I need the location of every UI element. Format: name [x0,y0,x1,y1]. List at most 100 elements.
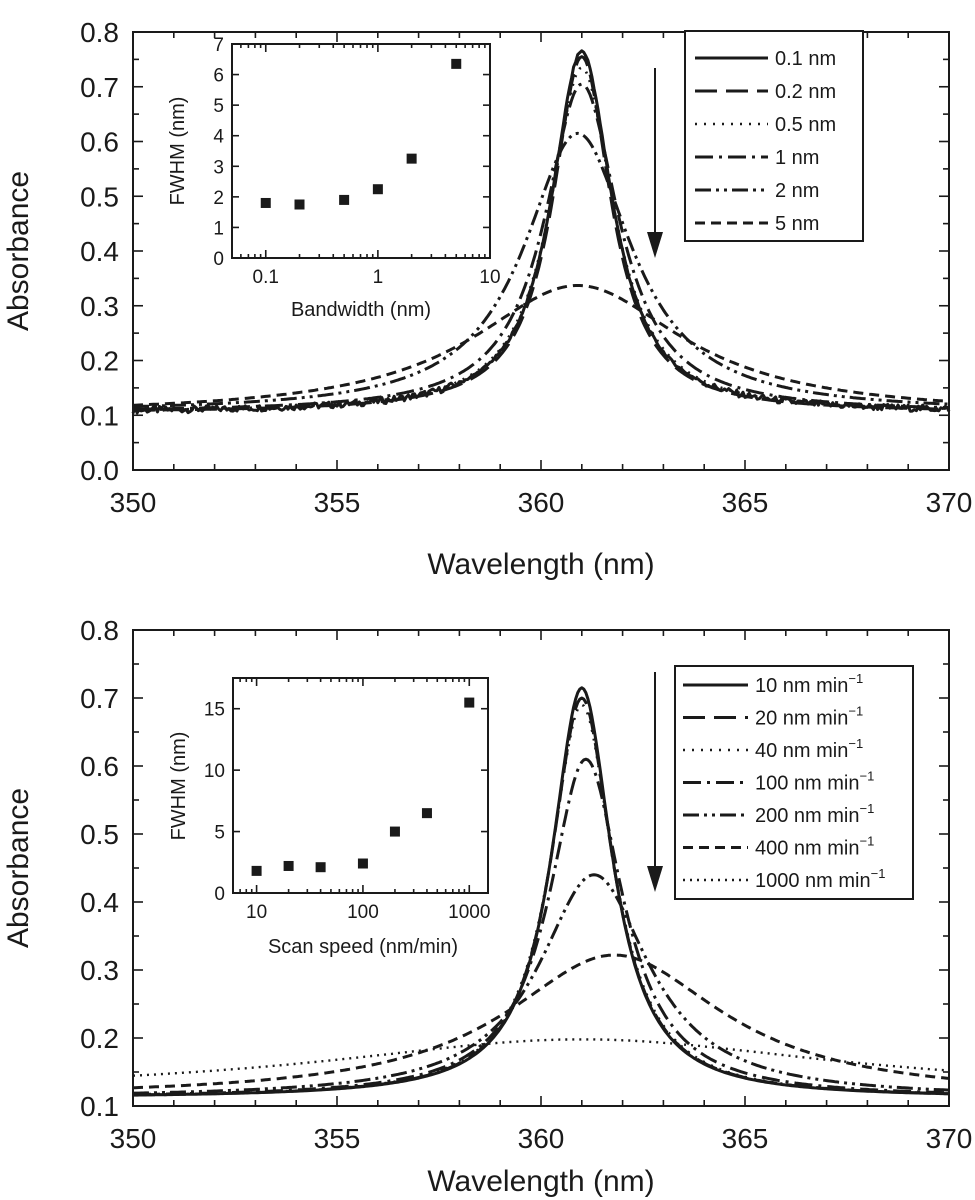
bottom-y-axis-title: Absorbance [2,788,35,948]
bottom-legend-superscript: −1 [871,866,886,881]
bottom-legend-superscript: −1 [848,736,863,751]
bottom-y-tick-label: 0.7 [80,683,119,714]
bottom-inset-ticks: 10 100 1000 0 5 10 15 [204,678,490,923]
top-y-tick-label: 0.1 [80,400,119,431]
top-y-tick-label: 0.7 [80,72,119,103]
bottom-inset-points [251,697,475,876]
bottom-legend-superscript: −1 [860,801,875,816]
bottom-inset-point [283,860,294,871]
bottom-series-7-line [132,1038,950,1077]
bottom-curves [132,686,950,1097]
top-inset-x-tick-label: 10 [479,267,500,288]
top-inset-y-tick-label: 5 [213,96,224,117]
bottom-legend-label-6: 400 nm min−1 [755,834,874,860]
top-inset-y-tick-label: 4 [213,127,224,148]
bottom-axis-ticks: 350 355 360 365 370 0.1 0.2 0.3 0.4 0.5 0.6 0.7 0.8 [80,615,972,1154]
top-inset-y-tick-label: 2 [213,188,224,209]
bottom-legend-label-1: 10 nm min−1 [755,671,863,697]
bottom-legend-label-5: 200 nm min−1 [755,801,874,827]
top-inset-ticks: 0.1 1 10 0 1 2 3 4 5 6 7 [213,35,500,288]
bottom-x-axis-title: Wavelength (nm) [427,1165,654,1198]
bottom-inset-point [464,697,475,708]
top-y-tick-label: 0.8 [80,17,119,48]
bottom-inset-y-tick-label: 10 [204,761,225,782]
bottom-x-tick-label: 365 [722,1123,769,1154]
top-legend-label-5: 2 nm [775,180,819,202]
bottom-legend-superscript: −1 [860,769,875,784]
top-legend-label-3: 0.5 nm [775,114,836,136]
top-inset-y-tick-label: 7 [213,35,224,56]
bottom-legend-box [674,665,914,900]
bottom-inset-y-tick-label: 5 [214,823,225,844]
bottom-legend: 10 nm min−1 20 nm min−1 40 nm min−1 100 nm … [674,665,914,900]
top-inset-background [232,44,490,258]
bottom-legend-label-7: 1000 nm min−1 [755,866,885,892]
top-inset-y-tick-label: 1 [213,218,224,239]
top-x-tick-label: 360 [518,487,565,518]
top-inset-point [451,58,462,69]
bottom-series-6-line [132,953,950,1090]
top-inset-x-tick-label: 1 [373,267,384,288]
top-x-axis-title: Wavelength (nm) [427,548,654,581]
top-inset-point [406,153,417,164]
top-series-4-line [132,82,950,411]
top-y-tick-label: 0.4 [80,236,119,267]
bottom-x-tick-label: 350 [110,1123,157,1154]
bottom-inset-point [389,826,400,837]
bottom-y-tick-label: 0.8 [80,615,119,646]
top-inset-x-axis-title: Bandwidth (nm) [291,299,431,321]
top-inset-y-tick-label: 0 [213,249,224,270]
bottom-x-tick-label: 355 [314,1123,361,1154]
bottom-legend-superscript: −1 [848,704,863,719]
top-y-tick-label: 0.6 [80,127,119,158]
top-inset-point [294,199,305,210]
bottom-x-tick-label: 370 [926,1123,973,1154]
top-inset-y-axis-title: FWHM (nm) [167,97,189,206]
top-inset-point [372,184,383,195]
bottom-legend-label-4: 100 nm min−1 [755,769,874,795]
top-y-tick-label: 0.2 [80,346,119,377]
bottom-panel: 350 355 360 365 3700.10.20.30.40.50.60.70.8 … [2,615,972,1198]
bottom-series-5-line [132,873,950,1095]
bottom-inset-x-tick-label: 100 [347,902,379,923]
top-y-tick-label: 0.3 [80,291,119,322]
bottom-inset-y-tick-label: 0 [214,884,225,905]
bottom-legend-label-3: 40 nm min−1 [755,736,863,762]
bottom-legend-superscript: −1 [848,671,863,686]
top-y-tick-label: 0.0 [80,455,119,486]
top-inset-x-tick-label: 0.1 [253,267,279,288]
top-panel: 350 355 360 365 3700.00.10.20.30.40.50.60.70… [2,17,972,581]
bottom-inset-background [233,678,488,893]
top-inset-y-tick-label: 6 [213,66,224,87]
bottom-inset-point [421,808,432,819]
top-legend-label-6: 5 nm [775,213,819,235]
top-inset-y-tick-label: 3 [213,157,224,178]
bottom-inset-x-tick-label: 10 [246,902,267,923]
top-legend: 0.1 nm 0.2 nm 0.5 nm 1 nm 2 nm 5 nm [684,30,864,242]
top-inset: 0.1 1 10 0 1 2 3 4 5 6 7 Bandwidth (nm) FWHM (nm) [167,35,501,321]
top-series-6-line [133,284,950,407]
top-y-axis-title: Absorbance [2,171,35,331]
bottom-decrease-arrow [647,672,663,892]
bottom-inset-frame [232,677,489,894]
bottom-inset-x-tick-label: 1000 [448,902,490,923]
bottom-y-tick-label: 0.2 [80,1023,119,1054]
top-legend-label-4: 1 nm [775,147,819,169]
bottom-y-tick-label: 0.1 [80,1091,119,1122]
bottom-x-tick-label: 360 [518,1123,565,1154]
bottom-inset-y-axis-title: FWHM (nm) [168,732,190,841]
top-x-tick-label: 370 [926,487,973,518]
top-inset-points [260,58,462,210]
top-x-tick-label: 365 [722,487,769,518]
bottom-inset-x-axis-title: Scan speed (nm/min) [268,936,458,958]
top-axis-ticks: 350 355 360 365 3700.00.10.20.30.40.50.60.70… [80,17,972,518]
bottom-inset-y-tick-label: 15 [204,700,225,721]
bottom-y-tick-label: 0.4 [80,887,119,918]
bottom-inset: 10 100 1000 0 5 10 15 Scan speed (nm/min) FWHM… [168,677,490,958]
top-inset-point [260,197,271,208]
bottom-inset-point [357,858,368,869]
bottom-legend-label-2: 20 nm min−1 [755,704,863,730]
top-legend-label-2: 0.2 nm [775,81,836,103]
bottom-y-tick-label: 0.3 [80,955,119,986]
